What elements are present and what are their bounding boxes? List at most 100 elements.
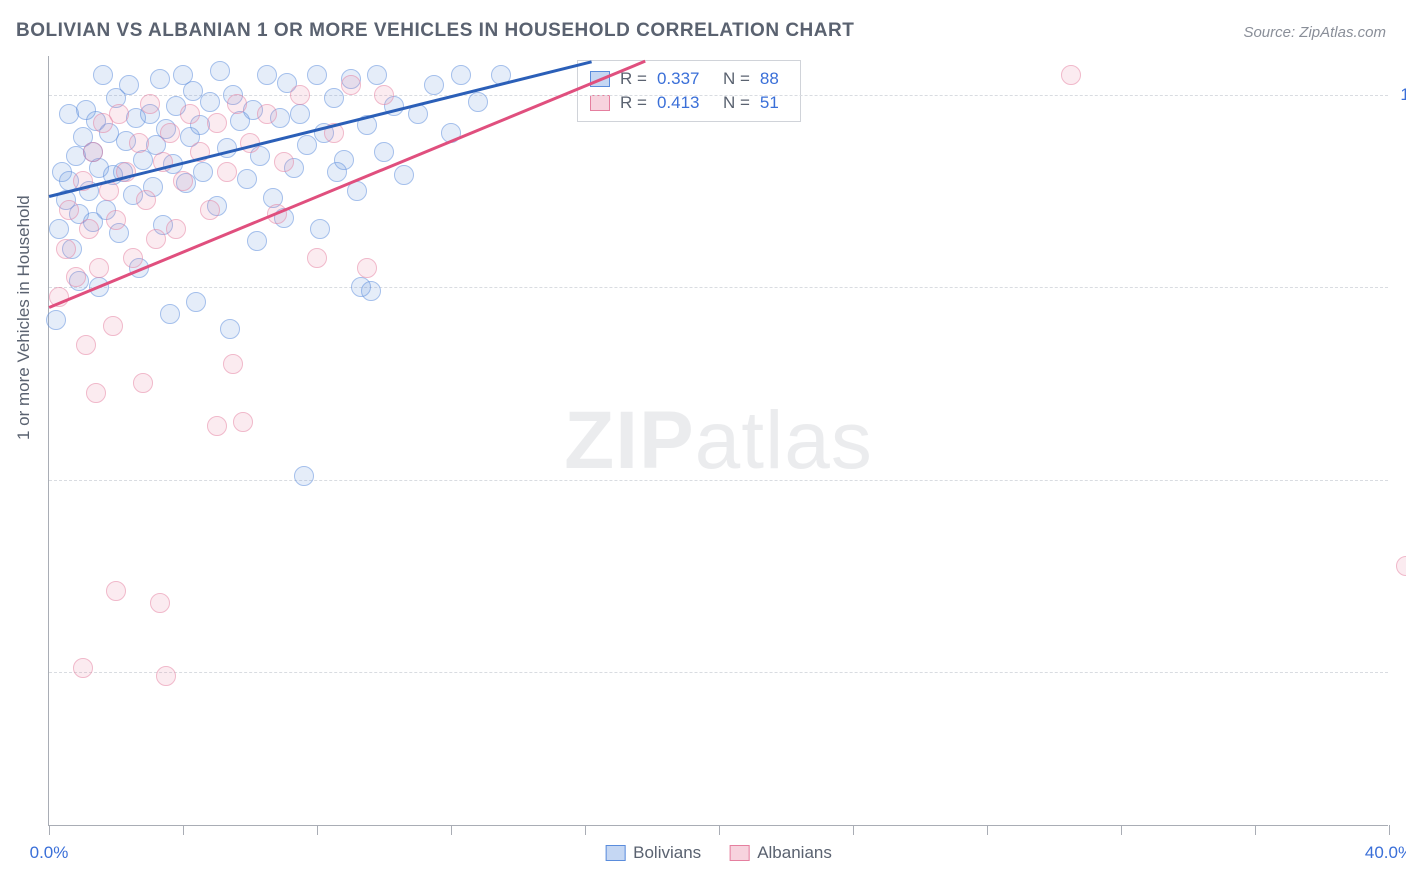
- data-point: [106, 581, 126, 601]
- data-point: [217, 162, 237, 182]
- legend-correlation: R = 0.337 N = 88 R = 0.413 N = 51: [577, 60, 801, 122]
- watermark: ZIPatlas: [564, 394, 873, 488]
- x-tick: [317, 825, 318, 835]
- data-point: [237, 169, 257, 189]
- gridline: [49, 480, 1388, 481]
- y-tick-label: 100.0%: [1400, 85, 1406, 105]
- x-tick-label: 40.0%: [1365, 843, 1406, 863]
- x-tick-label: 0.0%: [30, 843, 69, 863]
- data-point: [394, 165, 414, 185]
- data-point: [136, 190, 156, 210]
- data-point: [324, 88, 344, 108]
- data-point: [66, 267, 86, 287]
- data-point: [424, 75, 444, 95]
- data-point: [150, 593, 170, 613]
- data-point: [367, 65, 387, 85]
- data-point: [109, 104, 129, 124]
- data-point: [307, 248, 327, 268]
- watermark-zip: ZIP: [564, 395, 695, 486]
- data-point: [56, 239, 76, 259]
- x-tick: [1389, 825, 1390, 835]
- data-point: [210, 61, 230, 81]
- data-point: [140, 94, 160, 114]
- x-tick: [451, 825, 452, 835]
- data-point: [1396, 556, 1406, 576]
- gridline: [49, 672, 1388, 673]
- data-point: [59, 200, 79, 220]
- legend-label: Albanians: [757, 843, 832, 863]
- swatch-icon: [605, 845, 625, 861]
- x-tick: [853, 825, 854, 835]
- data-point: [59, 104, 79, 124]
- r-value-bolivians: 0.337: [657, 69, 713, 89]
- data-point: [307, 65, 327, 85]
- data-point: [83, 142, 103, 162]
- data-point: [233, 412, 253, 432]
- x-tick: [719, 825, 720, 835]
- data-point: [327, 162, 347, 182]
- data-point: [52, 162, 72, 182]
- data-point: [79, 219, 99, 239]
- data-point: [223, 354, 243, 374]
- data-point: [200, 92, 220, 112]
- x-tick: [1255, 825, 1256, 835]
- data-point: [247, 231, 267, 251]
- data-point: [257, 104, 277, 124]
- data-point: [49, 219, 69, 239]
- data-point: [374, 142, 394, 162]
- data-point: [1061, 65, 1081, 85]
- data-point: [119, 75, 139, 95]
- data-point: [166, 219, 186, 239]
- data-point: [341, 75, 361, 95]
- data-point: [290, 85, 310, 105]
- n-label: N =: [723, 93, 750, 113]
- data-point: [361, 281, 381, 301]
- data-point: [257, 65, 277, 85]
- data-point: [89, 258, 109, 278]
- swatch-icon: [590, 95, 610, 111]
- r-value-albanians: 0.413: [657, 93, 713, 113]
- r-label: R =: [620, 69, 647, 89]
- data-point: [290, 104, 310, 124]
- legend-label: Bolivians: [633, 843, 701, 863]
- swatch-icon: [729, 845, 749, 861]
- data-point: [106, 210, 126, 230]
- data-point: [227, 94, 247, 114]
- x-tick: [183, 825, 184, 835]
- data-point: [46, 310, 66, 330]
- data-point: [160, 123, 180, 143]
- n-value-bolivians: 88: [760, 69, 788, 89]
- data-point: [310, 219, 330, 239]
- legend-item-albanians: Albanians: [729, 843, 832, 863]
- data-point: [133, 373, 153, 393]
- data-point: [180, 104, 200, 124]
- chart-area: ZIPatlas R = 0.337 N = 88 R = 0.413 N = …: [48, 56, 1388, 826]
- data-point: [103, 316, 123, 336]
- watermark-atlas: atlas: [695, 395, 873, 486]
- data-point: [207, 416, 227, 436]
- data-point: [274, 152, 294, 172]
- data-point: [294, 466, 314, 486]
- r-label: R =: [620, 93, 647, 113]
- x-tick: [987, 825, 988, 835]
- chart-title: BOLIVIAN VS ALBANIAN 1 OR MORE VEHICLES …: [16, 20, 854, 42]
- data-point: [173, 171, 193, 191]
- source-label: Source: ZipAtlas.com: [1243, 24, 1386, 41]
- legend-series: Bolivians Albanians: [605, 843, 832, 863]
- data-point: [200, 200, 220, 220]
- gridline: [49, 287, 1388, 288]
- data-point: [160, 304, 180, 324]
- x-tick: [585, 825, 586, 835]
- data-point: [357, 258, 377, 278]
- data-point: [86, 383, 106, 403]
- data-point: [146, 229, 166, 249]
- data-point: [468, 92, 488, 112]
- n-value-albanians: 51: [760, 93, 788, 113]
- gridline: [49, 95, 1388, 96]
- data-point: [193, 162, 213, 182]
- data-point: [76, 335, 96, 355]
- data-point: [186, 292, 206, 312]
- data-point: [220, 319, 240, 339]
- data-point: [156, 666, 176, 686]
- x-tick: [1121, 825, 1122, 835]
